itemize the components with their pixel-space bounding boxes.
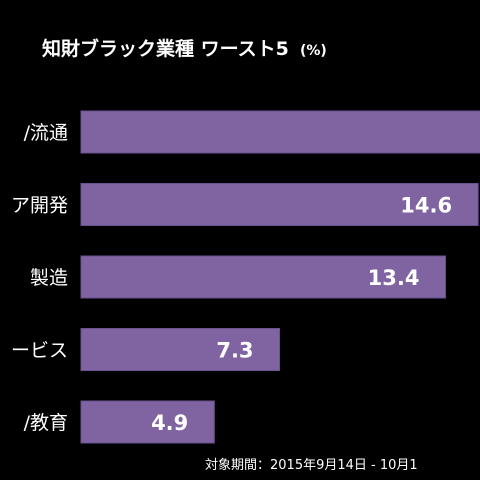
category-label-3: 製造 (30, 267, 68, 289)
bars-group (80, 110, 480, 444)
bar-4 (80, 328, 281, 371)
bar-5 (80, 400, 215, 444)
chart-title: 知財ブラック業種 ワースト5 (%) (42, 37, 327, 60)
chart-title-unit: (%) (300, 43, 327, 59)
value-label-2: 14.6 (400, 194, 452, 218)
bar-3 (80, 255, 446, 299)
value-label-3: 13.4 (368, 266, 420, 290)
bar-1 (80, 110, 480, 154)
chart-title-main: 知財ブラック業種 ワースト5 (42, 37, 289, 60)
value-label-4: 7.3 (216, 339, 253, 363)
footnote: 対象期間：2015年9月14日 - 10月1 (205, 458, 418, 473)
bar-2 (80, 183, 479, 226)
category-label-2: ア開発 (11, 195, 68, 217)
category-label-1: /流通 (24, 122, 68, 144)
value-labels-group: 14.6 13.4 7.3 4.9 (151, 194, 452, 436)
category-label-5: /教育 (24, 412, 68, 434)
value-label-5: 4.9 (151, 411, 188, 435)
category-label-4: ービス (11, 340, 68, 362)
